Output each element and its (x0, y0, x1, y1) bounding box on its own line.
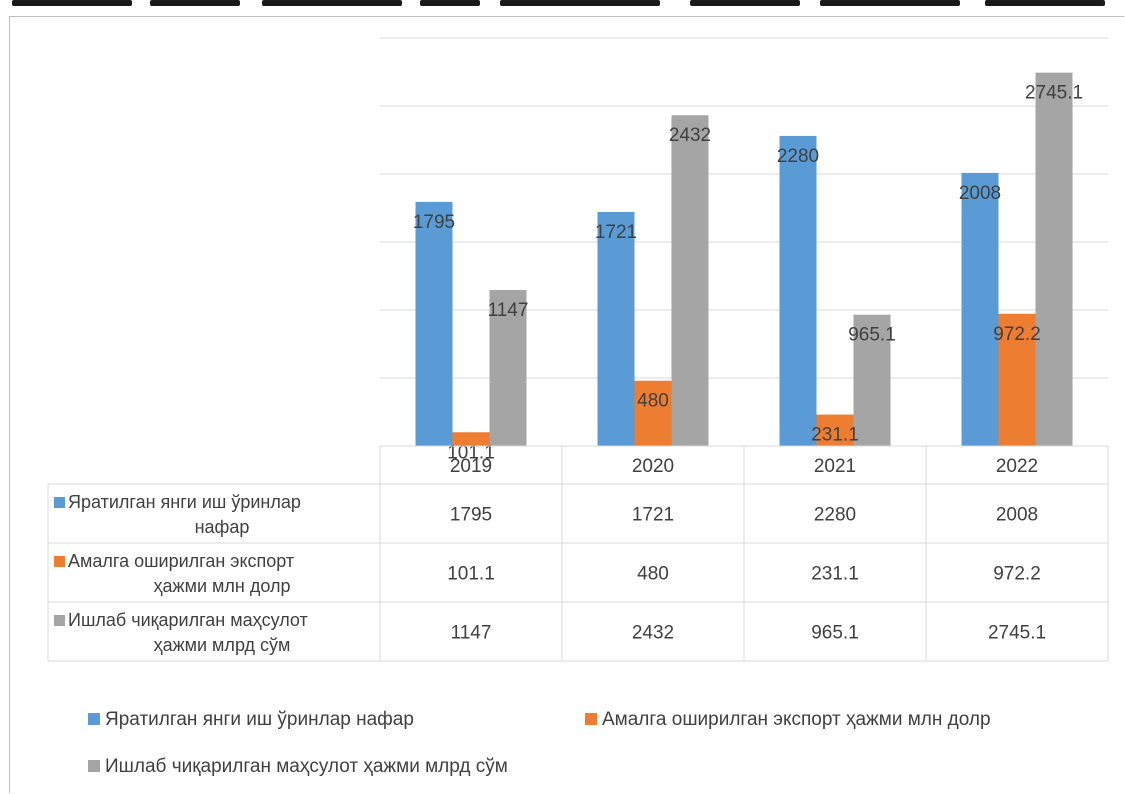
legend-entry: Яратилган янги иш ўринлар нафар (105, 709, 414, 730)
bar-labels: 1795 101.1 1147 1721 480 2432 2280 231.1 965.1 20… (413, 83, 1083, 464)
table-header-2022: 2022 (996, 456, 1038, 477)
row-label-line: Амалга оширилган экспорт (68, 551, 294, 571)
legend-swatch-series-3 (88, 760, 100, 772)
legend-entry: Амалга оширилган экспорт ҳажми млн долр (602, 709, 991, 730)
table-cell: 1795 (450, 505, 492, 526)
bar-2022-series-3 (1035, 72, 1073, 447)
bar-2020-series-2 (634, 380, 672, 446)
data-table: 2019 2020 2021 2022 Яратилган янги иш ўринла… (47, 445, 1109, 662)
data-label: 2008 (959, 183, 1001, 204)
bars (415, 72, 1073, 447)
row-label-line: нафар (195, 517, 250, 537)
legend-swatch-series-1 (88, 713, 100, 725)
chart-frame (9, 16, 1124, 793)
bar-2022-series-1 (961, 172, 999, 447)
table-header-2021: 2021 (814, 456, 856, 477)
data-label: 480 (637, 391, 669, 412)
legend: Яратилган янги иш ўринлар нафар Амалга ош… (88, 709, 991, 777)
legend-key-series-1 (54, 497, 65, 508)
bar-2020-series-3 (671, 115, 709, 447)
bar-2019-series-3 (489, 290, 527, 446)
table-cell: 231.1 (811, 564, 859, 585)
table-cell: 965.1 (811, 623, 859, 644)
table-cell: 2008 (996, 505, 1038, 526)
data-label: 2745.1 (1025, 83, 1083, 104)
table-cell: 2745.1 (988, 623, 1046, 644)
legend-swatch-series-2 (585, 713, 597, 725)
bar-2019-series-2 (452, 432, 490, 446)
table-cell: 480 (637, 564, 669, 585)
legend-entry: Ишлаб чиқарилган маҳсулот ҳажми млрд сўм (105, 756, 508, 777)
bar-2021-series-1 (779, 135, 817, 447)
bar-2022-series-2 (998, 313, 1036, 446)
bar-2021-series-2 (816, 414, 854, 446)
table-cell: 101.1 (447, 564, 495, 585)
data-label: 1795 (413, 212, 455, 233)
bar-2019-series-1 (415, 201, 453, 446)
data-label: 2432 (669, 125, 711, 146)
legend-key-series-2 (54, 556, 65, 567)
table-header-2020: 2020 (632, 456, 674, 477)
table-header-2019: 2019 (450, 456, 492, 477)
table-cell: 1147 (451, 623, 492, 644)
bar-2021-series-3 (853, 314, 891, 446)
data-label: 101.1 (447, 442, 495, 463)
row-label-line: Яратилган янги иш ўринлар (68, 492, 301, 512)
bar-2020-series-1 (597, 211, 635, 446)
row-label-line: ҳажми млрд сўм (154, 635, 291, 655)
table-cell: 2432 (632, 623, 674, 644)
row-label-line: Ишлаб чиқарилган маҳсулот (68, 610, 308, 630)
data-label: 1721 (595, 222, 637, 243)
data-label: 2280 (777, 146, 819, 167)
data-label: 965.1 (848, 325, 896, 346)
table-cell: 972.2 (993, 564, 1041, 585)
legend-key-series-3 (54, 615, 65, 626)
cropped-text-strip (0, 0, 1125, 14)
data-label: 1147 (488, 300, 529, 321)
data-label: 972.2 (993, 324, 1041, 345)
row-label-line: ҳажми млн долр (154, 576, 291, 596)
table-cell: 2280 (814, 505, 856, 526)
table-cell: 1721 (632, 505, 674, 526)
data-label: 231.1 (811, 425, 859, 446)
